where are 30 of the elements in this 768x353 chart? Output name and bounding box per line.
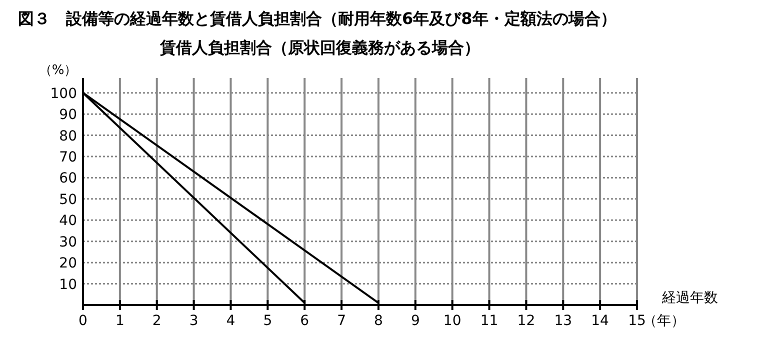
x-tick-label: 13 [554,313,572,329]
x-tick-label: 4 [226,313,236,329]
x-tick-label: 11 [480,313,498,329]
x-tick-label: 0 [78,313,88,329]
x-tick-label: 9 [410,313,420,329]
x-tick-label: 10 [443,313,462,329]
x-tick-label: 5 [263,313,272,329]
chart-subtitle: 賃借人負担割合（原状回復義務がある場合） [159,38,480,57]
x-tick-label: 1 [115,313,124,329]
y-tick-label: 20 [59,256,77,272]
y-tick-label: 60 [59,170,77,187]
x-tick-label: 3 [189,313,198,329]
y-tick-label: 90 [59,107,77,124]
x-tick-label: 8 [374,313,383,329]
y-tick-label: 50 [59,192,77,208]
y-axis-title: （%） [38,63,78,78]
x-tick-label: 12 [517,313,536,329]
x-tick-label: 2 [152,313,162,329]
y-tick-label: 100 [50,86,77,102]
y-tick-label: 10 [59,276,77,293]
y-tick-label: 80 [59,128,77,144]
x-tick-label: 6 [300,313,310,329]
x-tick-label: 15 [628,313,646,329]
x-axis-title: 経過年数 [661,290,718,306]
y-tick-label: 40 [59,213,77,230]
x-tick-label: 14 [591,313,610,329]
y-tick-label: 30 [59,234,77,250]
y-tick-label: 70 [59,149,77,166]
x-tick-label: 7 [337,313,346,329]
chart-title: 図３ 設備等の経過年数と賃借人負担割合（耐用年数6年及び8年・定額法の場合） [18,9,616,28]
